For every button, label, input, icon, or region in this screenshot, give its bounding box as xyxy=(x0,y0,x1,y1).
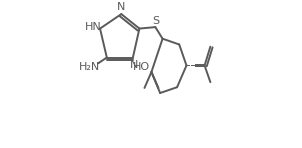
Text: H₂N: H₂N xyxy=(79,62,100,72)
Text: N: N xyxy=(117,2,126,12)
Text: S: S xyxy=(153,16,160,26)
Text: HN: HN xyxy=(85,22,102,32)
Text: N: N xyxy=(130,60,139,70)
Text: HO: HO xyxy=(133,62,150,72)
